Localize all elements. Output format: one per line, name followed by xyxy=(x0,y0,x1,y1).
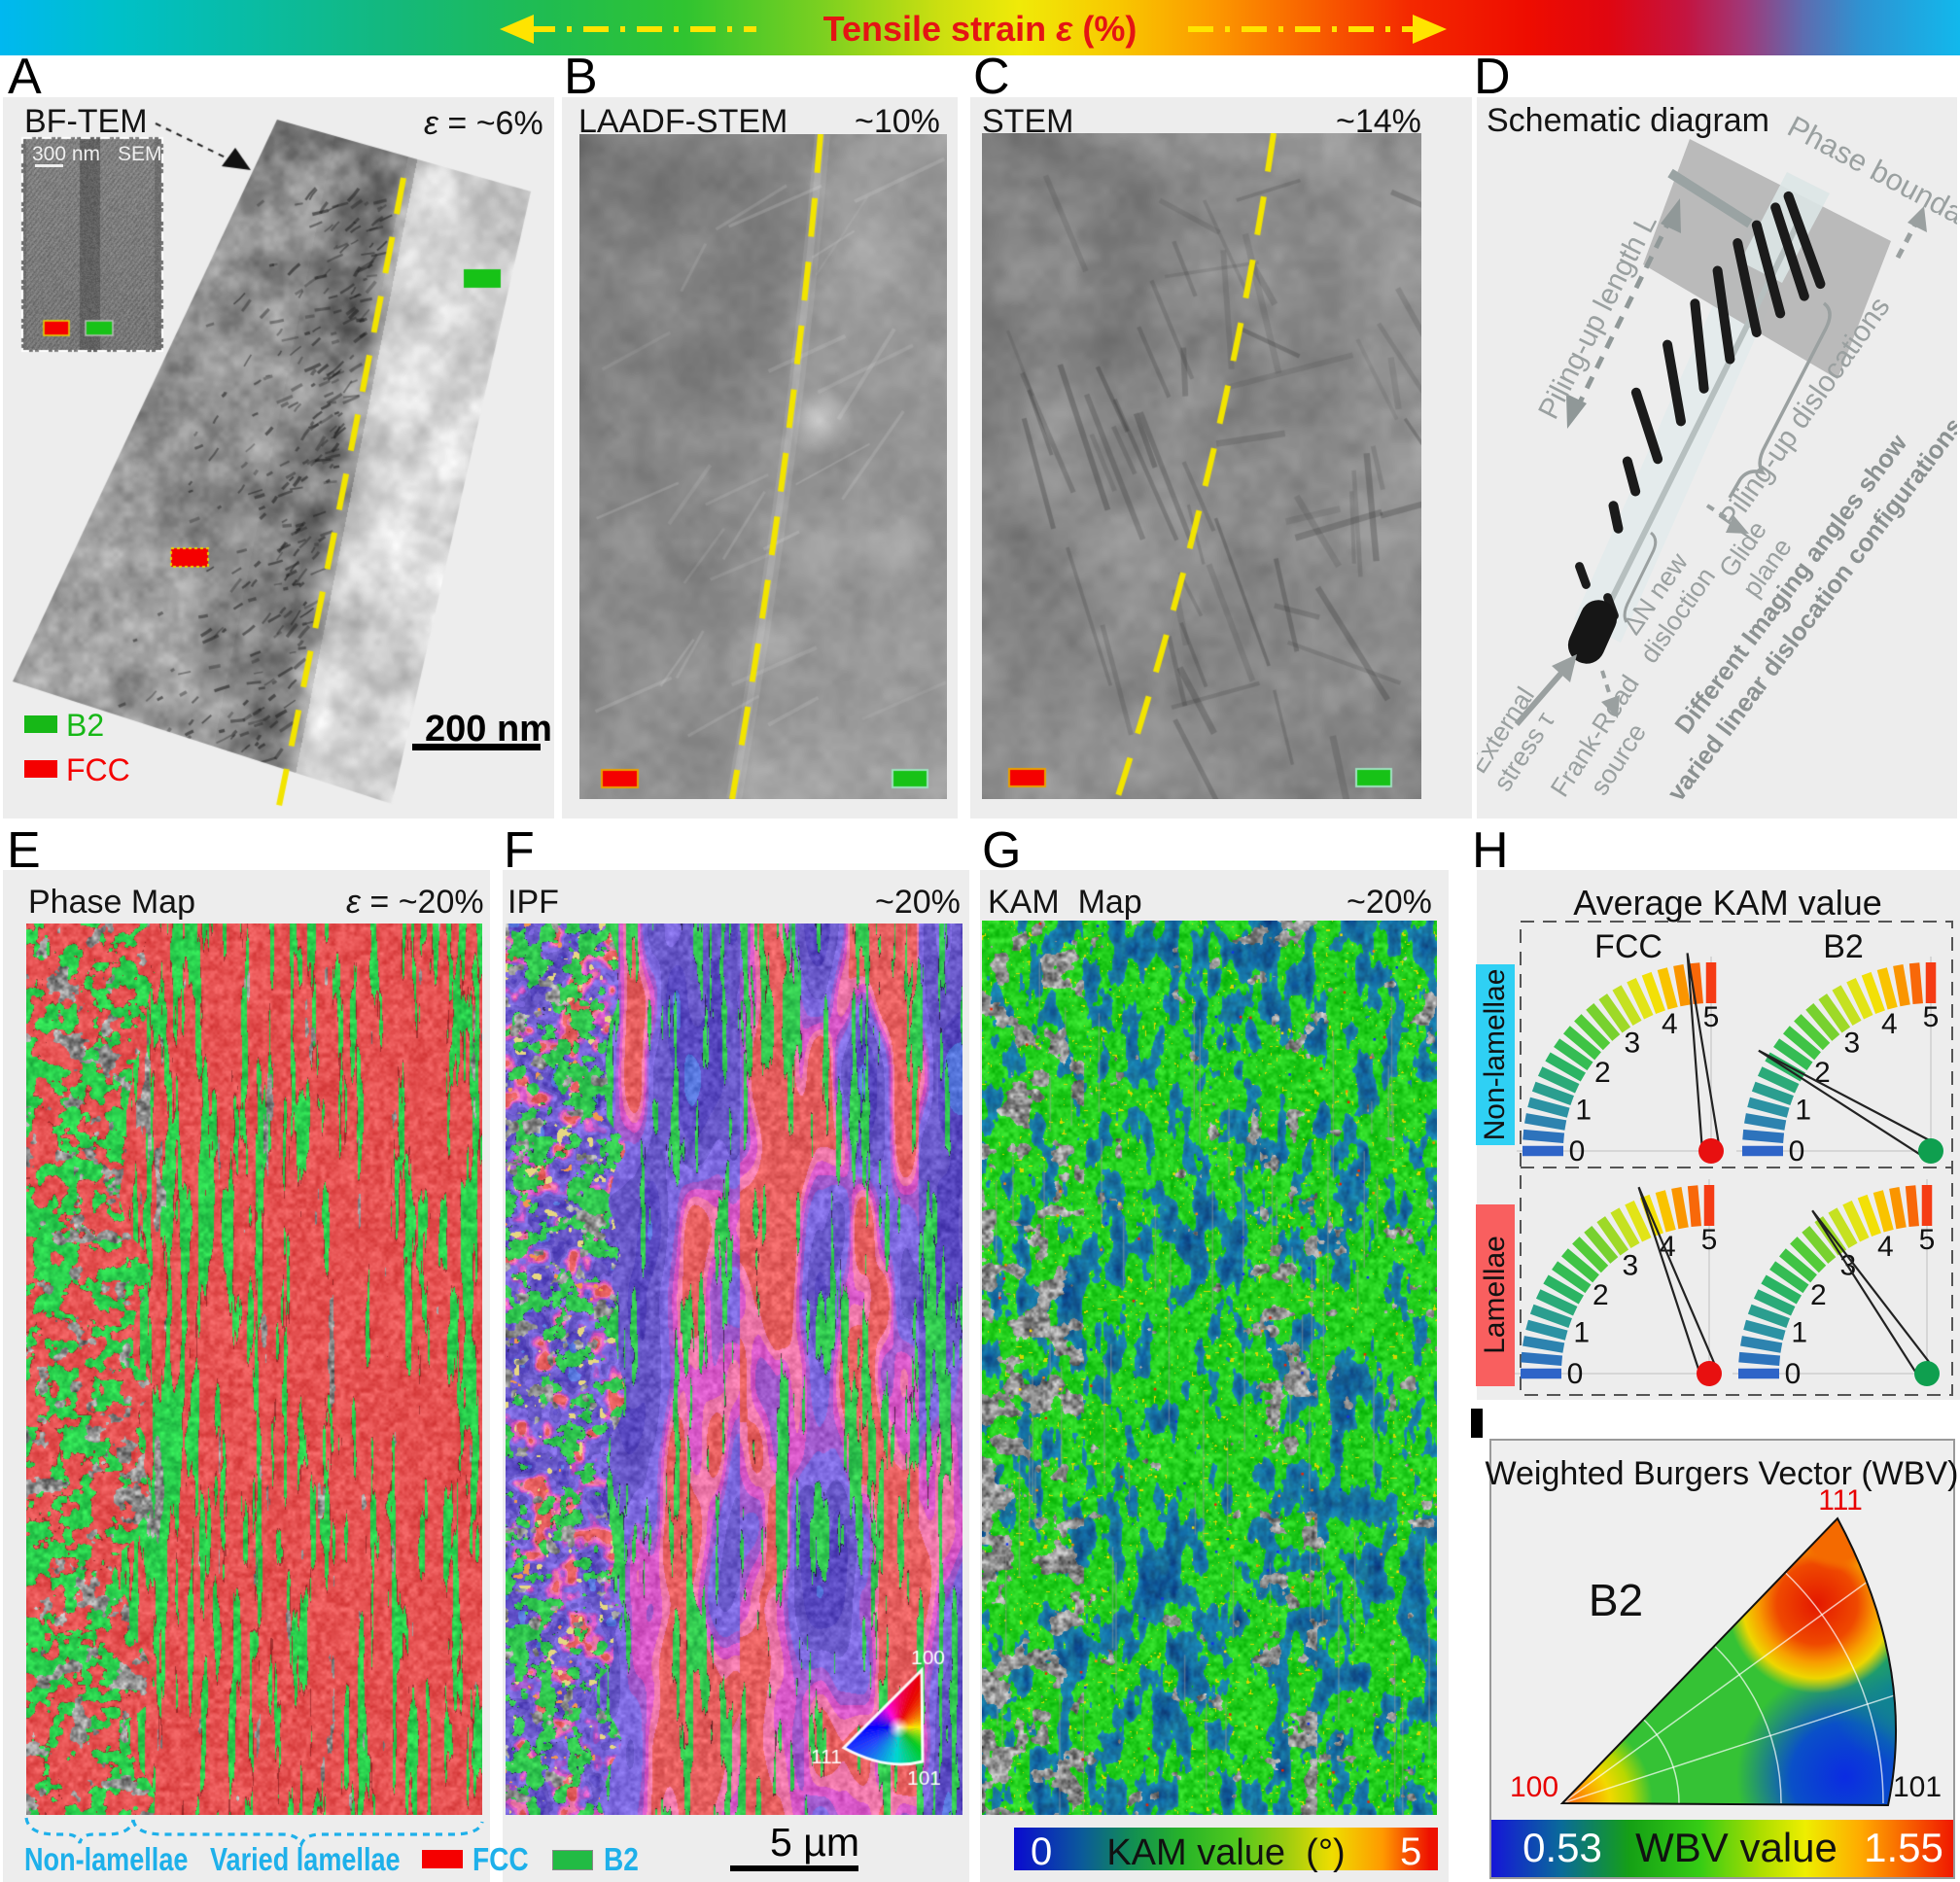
svg-text:5: 5 xyxy=(1703,1001,1720,1033)
svg-text:0: 0 xyxy=(1569,1135,1586,1168)
svg-text:0.53: 0.53 xyxy=(1522,1825,1602,1870)
svg-text:Lamellae: Lamellae xyxy=(1479,1236,1511,1354)
svg-text:0: 0 xyxy=(1785,1358,1802,1390)
svg-text:FCC: FCC xyxy=(1594,928,1662,965)
svg-text:varied linear dislocation conf: varied linear dislocation configurations xyxy=(1662,412,1957,807)
svg-text:3: 3 xyxy=(1844,1027,1861,1059)
svg-text:5: 5 xyxy=(1919,1224,1936,1256)
svg-text:2: 2 xyxy=(1810,1279,1827,1311)
svg-text:101: 101 xyxy=(1893,1771,1942,1803)
svg-text:1: 1 xyxy=(1575,1094,1592,1126)
svg-text:3: 3 xyxy=(1625,1027,1641,1059)
svg-text:B2: B2 xyxy=(1823,928,1864,965)
svg-text:4: 4 xyxy=(1877,1231,1894,1263)
svg-text:0: 0 xyxy=(1567,1358,1584,1390)
svg-text:100: 100 xyxy=(1510,1771,1558,1803)
svg-text:1: 1 xyxy=(1791,1316,1807,1348)
svg-text:5: 5 xyxy=(1923,1001,1940,1033)
svg-text:4: 4 xyxy=(1660,1231,1676,1263)
svg-text:1: 1 xyxy=(1795,1094,1811,1126)
svg-text:0: 0 xyxy=(1789,1135,1805,1168)
svg-text:4: 4 xyxy=(1881,1008,1898,1040)
svg-text:5: 5 xyxy=(1701,1224,1718,1256)
svg-text:2: 2 xyxy=(1814,1057,1831,1089)
svg-text:WBV value: WBV value xyxy=(1635,1825,1838,1870)
svg-text:Average KAM value: Average KAM value xyxy=(1573,883,1882,923)
svg-text:2: 2 xyxy=(1592,1279,1609,1311)
svg-text:B2: B2 xyxy=(1589,1575,1643,1625)
svg-text:4: 4 xyxy=(1662,1008,1678,1040)
svg-text:1: 1 xyxy=(1573,1316,1590,1348)
svg-text:Tensile strain ε (%): Tensile strain ε (%) xyxy=(823,9,1138,49)
svg-text:Piling-up length L: Piling-up length L xyxy=(1532,209,1663,425)
svg-text:3: 3 xyxy=(1623,1249,1639,1281)
svg-text:111: 111 xyxy=(1818,1484,1863,1516)
svg-text:1.55: 1.55 xyxy=(1864,1825,1943,1870)
svg-text:Non-lamellae: Non-lamellae xyxy=(1479,969,1511,1141)
svg-text:Weighted Burgers Vector (WBV): Weighted Burgers Vector (WBV) xyxy=(1486,1455,1959,1492)
svg-text:2: 2 xyxy=(1594,1057,1611,1089)
